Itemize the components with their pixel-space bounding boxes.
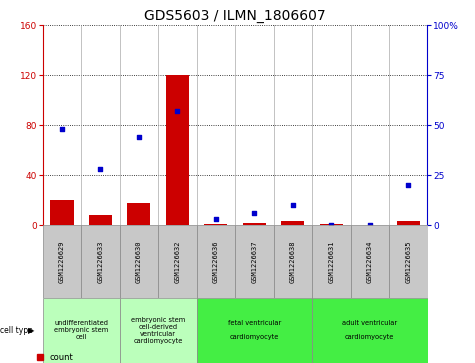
- Text: GSM1226635: GSM1226635: [405, 240, 411, 283]
- Bar: [320, 224, 343, 225]
- Bar: [243, 223, 266, 225]
- Point: [327, 222, 335, 228]
- Bar: [281, 221, 304, 225]
- Bar: [397, 221, 420, 225]
- Bar: [81, 225, 120, 298]
- Bar: [274, 225, 312, 298]
- Bar: [197, 225, 235, 298]
- Bar: [43, 225, 81, 298]
- Point: [366, 222, 373, 228]
- Bar: [89, 215, 112, 225]
- Bar: [120, 298, 197, 363]
- Bar: [166, 75, 189, 225]
- Bar: [43, 298, 120, 363]
- Text: undifferentiated
embryonic stem
cell: undifferentiated embryonic stem cell: [54, 320, 108, 340]
- Point: [135, 134, 142, 140]
- Bar: [204, 224, 228, 225]
- Bar: [312, 298, 428, 363]
- Text: GSM1226633: GSM1226633: [97, 240, 104, 283]
- Point: [96, 166, 104, 172]
- Bar: [197, 298, 312, 363]
- Text: GSM1226629: GSM1226629: [59, 240, 65, 283]
- Text: GSM1226636: GSM1226636: [213, 240, 219, 283]
- Text: ▶: ▶: [28, 326, 34, 335]
- Point: [58, 126, 66, 132]
- Text: GSM1226637: GSM1226637: [251, 240, 257, 283]
- Bar: [235, 225, 274, 298]
- Text: GSM1226631: GSM1226631: [328, 240, 334, 283]
- Bar: [158, 225, 197, 298]
- Point: [289, 202, 296, 208]
- Bar: [127, 203, 151, 225]
- Text: cell type: cell type: [0, 326, 33, 335]
- Legend: count, percentile rank within the sample: count, percentile rank within the sample: [38, 352, 192, 363]
- Text: GSM1226638: GSM1226638: [290, 240, 296, 283]
- Title: GDS5603 / ILMN_1806607: GDS5603 / ILMN_1806607: [144, 9, 326, 23]
- Text: GSM1226632: GSM1226632: [174, 240, 180, 283]
- Text: GSM1226630: GSM1226630: [136, 240, 142, 283]
- Bar: [389, 225, 428, 298]
- Text: fetal ventricular

cardiomyocyte: fetal ventricular cardiomyocyte: [228, 320, 281, 340]
- Text: embryonic stem
cell-derived
ventricular
cardiomyocyte: embryonic stem cell-derived ventricular …: [131, 317, 185, 344]
- Bar: [312, 225, 351, 298]
- Point: [212, 216, 219, 222]
- Bar: [351, 225, 389, 298]
- Bar: [120, 225, 158, 298]
- Bar: [50, 200, 74, 225]
- Point: [173, 108, 181, 114]
- Point: [250, 210, 258, 216]
- Point: [404, 182, 412, 188]
- Text: GSM1226634: GSM1226634: [367, 240, 373, 283]
- Text: adult ventricular

cardiomyocyte: adult ventricular cardiomyocyte: [342, 320, 398, 340]
